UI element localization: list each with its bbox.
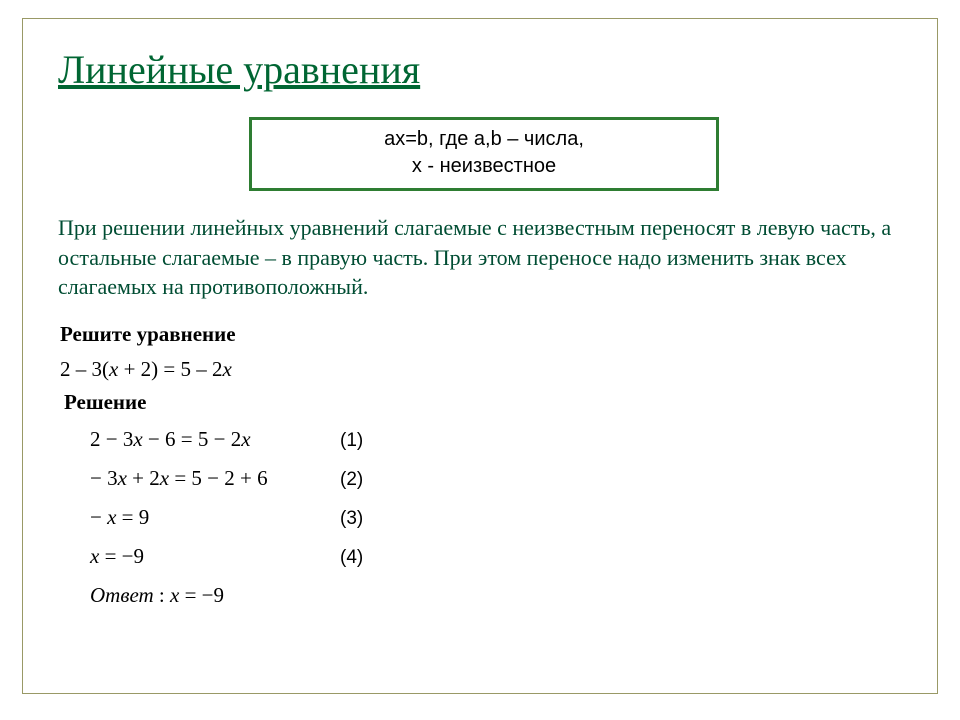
step-number: (3) (340, 508, 363, 530)
definition-box: ax=b, где a,b – числа, x - неизвестное (249, 117, 719, 191)
slide-content: Линейные уравнения ax=b, где a,b – числа… (22, 18, 938, 694)
step-equation: − x = 9 (90, 505, 340, 530)
step-row: x = −9 (4) (90, 544, 910, 569)
step-number: (1) (340, 430, 363, 452)
step-equation: 2 − 3x − 6 = 5 − 2x (90, 427, 340, 452)
task-equation: 2 – 3(x + 2) = 5 – 2x (60, 357, 910, 382)
step-number: (2) (340, 469, 363, 491)
answer-label: Ответ (90, 583, 154, 607)
step-row: − 3x + 2x = 5 − 2 + 6 (2) (90, 466, 910, 491)
step-equation: − 3x + 2x = 5 − 2 + 6 (90, 466, 340, 491)
solution-steps: 2 − 3x − 6 = 5 − 2x (1) − 3x + 2x = 5 − … (90, 427, 910, 569)
task-heading: Решите уравнение (60, 322, 910, 347)
explanation-text: При решении линейных уравнений слагаемые… (58, 213, 910, 302)
page-title: Линейные уравнения (58, 46, 910, 93)
definition-line-1: ax=b, где a,b – числа, (262, 126, 706, 153)
step-row: 2 − 3x − 6 = 5 − 2x (1) (90, 427, 910, 452)
step-equation: x = −9 (90, 544, 340, 569)
definition-line-2: x - неизвестное (262, 153, 706, 180)
step-row: − x = 9 (3) (90, 505, 910, 530)
solution-heading: Решение (64, 390, 910, 415)
answer-line: Ответ : x = −9 (90, 583, 910, 608)
step-number: (4) (340, 547, 363, 569)
